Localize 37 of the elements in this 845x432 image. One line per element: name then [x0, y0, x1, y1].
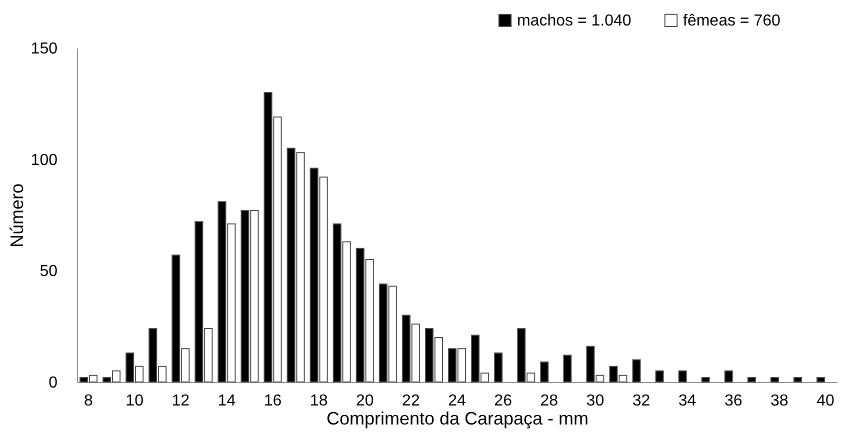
- x-tick-label: 12: [172, 392, 190, 410]
- x-tick-label: 28: [540, 392, 558, 410]
- legend-label: machos = 1.040: [517, 12, 632, 30]
- bar: [540, 361, 549, 382]
- x-tick-label: 18: [310, 392, 328, 410]
- x-tick-label: 22: [402, 392, 420, 410]
- x-tick-label: 10: [126, 392, 144, 410]
- bar: [770, 377, 779, 382]
- bar: [747, 377, 756, 382]
- x-tick-label: 20: [356, 392, 374, 410]
- x-tick-label: 38: [770, 392, 788, 410]
- bar: [678, 370, 687, 382]
- x-tick-label: 30: [586, 392, 604, 410]
- x-tick-label: 40: [816, 392, 834, 410]
- x-tick-label: 16: [264, 392, 282, 410]
- x-tick-label: 26: [494, 392, 512, 410]
- x-tick-label: 36: [724, 392, 742, 410]
- bar: [816, 377, 826, 382]
- y-tick-label: 100: [30, 152, 58, 169]
- x-tick-label: 32: [632, 392, 650, 410]
- legend-label: fêmeas = 760: [683, 12, 780, 30]
- bar: [632, 359, 641, 382]
- x-tick-label: 34: [678, 392, 696, 410]
- bar: [793, 377, 802, 382]
- bar: [563, 354, 572, 382]
- x-tick-label: 8: [84, 392, 94, 410]
- x-tick-label: 24: [448, 392, 466, 410]
- bar: [701, 377, 710, 382]
- x-axis-title: Comprimento da Carapaça - mm: [326, 408, 589, 428]
- bar: [724, 370, 733, 382]
- x-tick-label: 14: [218, 392, 236, 410]
- bar: [494, 352, 503, 382]
- bar: [655, 370, 664, 382]
- y-tick-label: 150: [30, 40, 58, 58]
- y-tick-label: 50: [40, 263, 58, 280]
- y-axis-title: Número: [6, 183, 27, 248]
- y-tick-label: 0: [48, 374, 58, 392]
